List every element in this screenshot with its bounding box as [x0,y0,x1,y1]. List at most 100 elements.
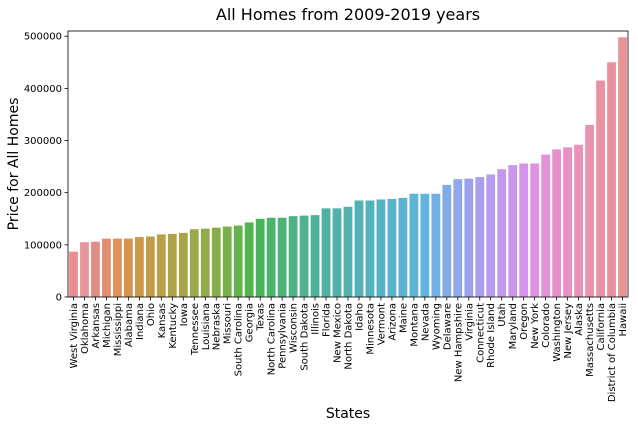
bar-rhode-island [486,174,496,297]
x-tick-label: Wyoming [431,303,442,350]
bar-mississippi [113,238,122,297]
x-tick-label: Missouri [223,303,234,344]
y-tick-label: 500000 [24,32,62,43]
x-tick-label: Rhode Island [486,303,497,368]
x-tick-label: New Mexico [333,303,344,363]
x-tick-label: Colorado [541,303,552,348]
x-tick-label: Minnesota [365,303,376,355]
bar-alabama [124,238,133,297]
x-tick-label: Hawaii [618,303,629,337]
bar-alaska [574,144,583,297]
bar-oklahoma [80,242,89,297]
bar-kentucky [167,233,177,297]
x-tick-label: North Carolina [267,303,278,375]
bar-illinois [310,215,320,297]
bar-montana [409,193,419,297]
x-tick-label: Montana [409,303,420,347]
bar-wyoming [431,193,441,297]
bar-nebraska [211,227,221,297]
x-tick-label: Alabama [124,303,135,347]
bar-idaho [354,200,364,297]
bar-pennsylvania [277,217,287,297]
x-tick-label: Idaho [354,303,365,331]
x-tick-label: Nebraska [212,303,223,350]
x-tick-label: Alaska [574,303,585,336]
bar-louisiana [200,228,210,297]
bar-new-jersey [563,147,572,297]
bar-nevada [420,193,430,297]
x-tick-label: Georgia [245,303,256,342]
y-axis: 0 100000 200000 300000 400000 500000 [24,32,68,304]
bar-michigan [102,238,111,297]
bars-group [69,37,627,298]
x-tick-label: New York [530,303,541,349]
x-tick-label: Vermont [376,303,387,345]
bar-ohio [145,236,155,297]
bar-hawaii [618,37,627,298]
x-tick-label: West Virginia [69,303,80,368]
x-tick-label: Connecticut [475,303,486,363]
x-tick-label: South Dakota [300,303,311,371]
bar-massachusetts [585,124,594,297]
x-tick-label: South Carolina [234,303,245,376]
bar-west-virginia [69,251,78,297]
chart-title: All Homes from 2009-2019 years [216,5,480,24]
bar-vermont [376,199,386,297]
bar-florida [321,208,331,297]
bar-georgia [244,222,254,297]
x-tick-label: Kentucky [168,303,179,349]
x-axis: West Virginia Oklahoma Arkansas Michigan Mis… [69,297,629,402]
bar-south-dakota [299,215,309,297]
bar-south-carolina [233,225,243,297]
x-tick-label: Virginia [464,303,475,341]
x-tick-label: Florida [322,303,333,337]
x-tick-label: Oregon [519,303,530,340]
bar-virginia [464,178,474,297]
bar-washington [552,149,562,297]
x-tick-label: Wisconsin [289,303,300,353]
y-tick-label: 400000 [24,84,62,95]
bar-new-york [530,163,540,297]
bar-delaware [442,184,452,297]
y-tick-label: 100000 [24,240,62,251]
x-tick-label: Indiana [135,303,146,340]
x-tick-label: New Jersey [563,303,574,359]
bar-oregon [519,163,529,297]
bar-iowa [178,232,188,297]
x-tick-label: Illinois [311,303,322,335]
bar-missouri [222,226,232,297]
bar-wisconsin [288,216,298,297]
x-tick-label: New Hampshire [453,303,464,382]
bar-colorado [541,154,551,297]
x-tick-label: Texas [256,303,267,332]
x-tick-label: Maine [398,303,409,333]
x-tick-label: Arkansas [91,303,102,349]
bar-district-of-columbia [607,62,616,298]
x-tick-label: District of Columbia [607,303,618,402]
x-tick-label: Iowa [179,303,190,326]
x-tick-label: Pennsylvania [278,303,289,369]
bar-arizona [387,198,397,297]
x-tick-label: Massachusetts [585,303,596,377]
bar-new-hampshire [453,179,463,297]
x-tick-label: North Dakota [344,303,355,370]
x-tick-label: Utah [497,303,508,327]
x-tick-label: Michigan [102,303,113,348]
bar-connecticut [475,177,485,297]
bar-north-dakota [343,206,353,297]
x-tick-label: Washington [552,303,563,362]
x-tick-label: Oklahoma [80,303,91,354]
bar-new-mexico [332,208,342,297]
bar-utah [497,169,507,297]
x-tick-label: Delaware [442,303,453,350]
y-axis-title: Price for All Homes [6,98,22,231]
x-axis-title: States [326,406,370,422]
x-tick-label: Arizona [387,303,398,341]
bar-texas [255,218,265,297]
bar-arkansas [91,241,100,297]
bar-california [596,80,605,298]
plot-frame [67,30,629,298]
x-tick-label: Maryland [508,303,519,349]
x-tick-label: Ohio [146,303,157,326]
